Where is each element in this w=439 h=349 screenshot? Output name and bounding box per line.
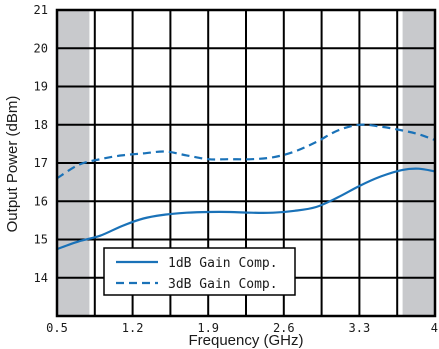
legend: 1dB Gain Comp. 3dB Gain Comp. xyxy=(103,247,296,296)
series-line-1db xyxy=(56,167,436,251)
plot-frame xyxy=(55,8,437,318)
y-tick-label: 17 xyxy=(34,156,48,170)
y-tick-label: 18 xyxy=(34,118,48,132)
y-tick-label: 14 xyxy=(34,271,48,285)
x-tick-label: 2.6 xyxy=(273,321,295,335)
x-tick-label: 3.3 xyxy=(349,321,371,335)
x-tick-label: 0.5 xyxy=(46,321,68,335)
x-tick-labels: 0.5 1.2 1.9 2.6 3.3 4 xyxy=(46,321,438,335)
y-tick-label: 19 xyxy=(34,80,48,94)
y-tick-labels: 14 15 16 17 18 19 20 21 xyxy=(34,3,48,285)
y-tick-label: 20 xyxy=(34,41,48,55)
legend-label-3db: 3dB Gain Comp. xyxy=(168,277,278,292)
y-tick-label: 15 xyxy=(34,233,48,247)
plot-lines xyxy=(56,123,436,251)
legend-label-1db: 1dB Gain Comp. xyxy=(168,256,278,271)
x-axis-label: Frequency (GHz) xyxy=(188,332,303,349)
x-tick-label: 1.9 xyxy=(197,321,219,335)
y-tick-label: 16 xyxy=(34,194,48,208)
x-tick-label: 1.2 xyxy=(122,321,144,335)
x-tick-label: 4 xyxy=(431,321,438,335)
y-axis-label: Output Power (dBm) xyxy=(4,96,21,233)
grid-lines xyxy=(57,10,435,316)
series-line-3db xyxy=(56,123,436,180)
legend-box xyxy=(103,247,296,296)
y-tick-label: 21 xyxy=(34,3,48,17)
